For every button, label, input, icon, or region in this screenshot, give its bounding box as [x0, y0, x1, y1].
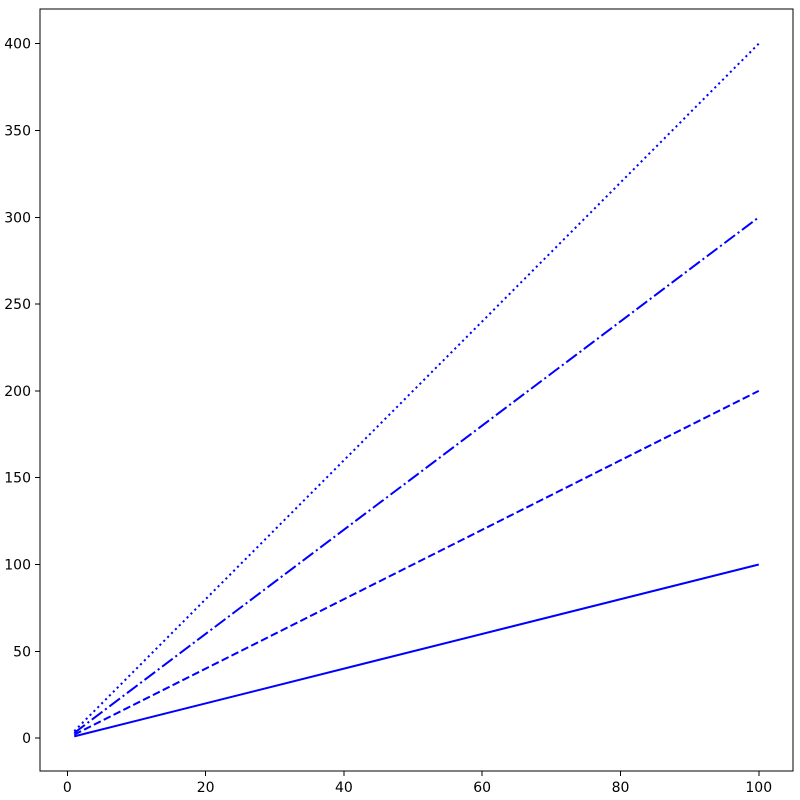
y-axis-tick-label: 50	[13, 644, 31, 660]
y-axis-tick-label: 100	[4, 557, 31, 573]
x-axis-tick-label: 40	[335, 780, 353, 796]
x-axis-tick-label: 60	[473, 780, 491, 796]
x-axis-tick-label: 100	[745, 780, 772, 796]
y-axis-tick-label: 200	[4, 384, 31, 400]
y-axis-tick-label: 350	[4, 123, 31, 139]
data-line-solid	[73, 563, 760, 738]
y-axis-tick-label: 250	[4, 297, 31, 313]
x-axis-tick-label: 0	[63, 780, 72, 796]
data-line-dotted	[73, 42, 760, 732]
plot-border	[39, 8, 794, 772]
y-axis-tick-label: 300	[4, 210, 31, 226]
x-axis-tick-label: 80	[612, 780, 630, 796]
data-line-dashdot	[73, 216, 760, 734]
x-axis-tick-label: 20	[197, 780, 215, 796]
y-axis-tick-label: 400	[4, 37, 31, 53]
y-axis-tick-label: 0	[22, 731, 31, 747]
data-line-dashed	[73, 389, 760, 736]
y-axis-tick-label: 150	[4, 471, 31, 487]
